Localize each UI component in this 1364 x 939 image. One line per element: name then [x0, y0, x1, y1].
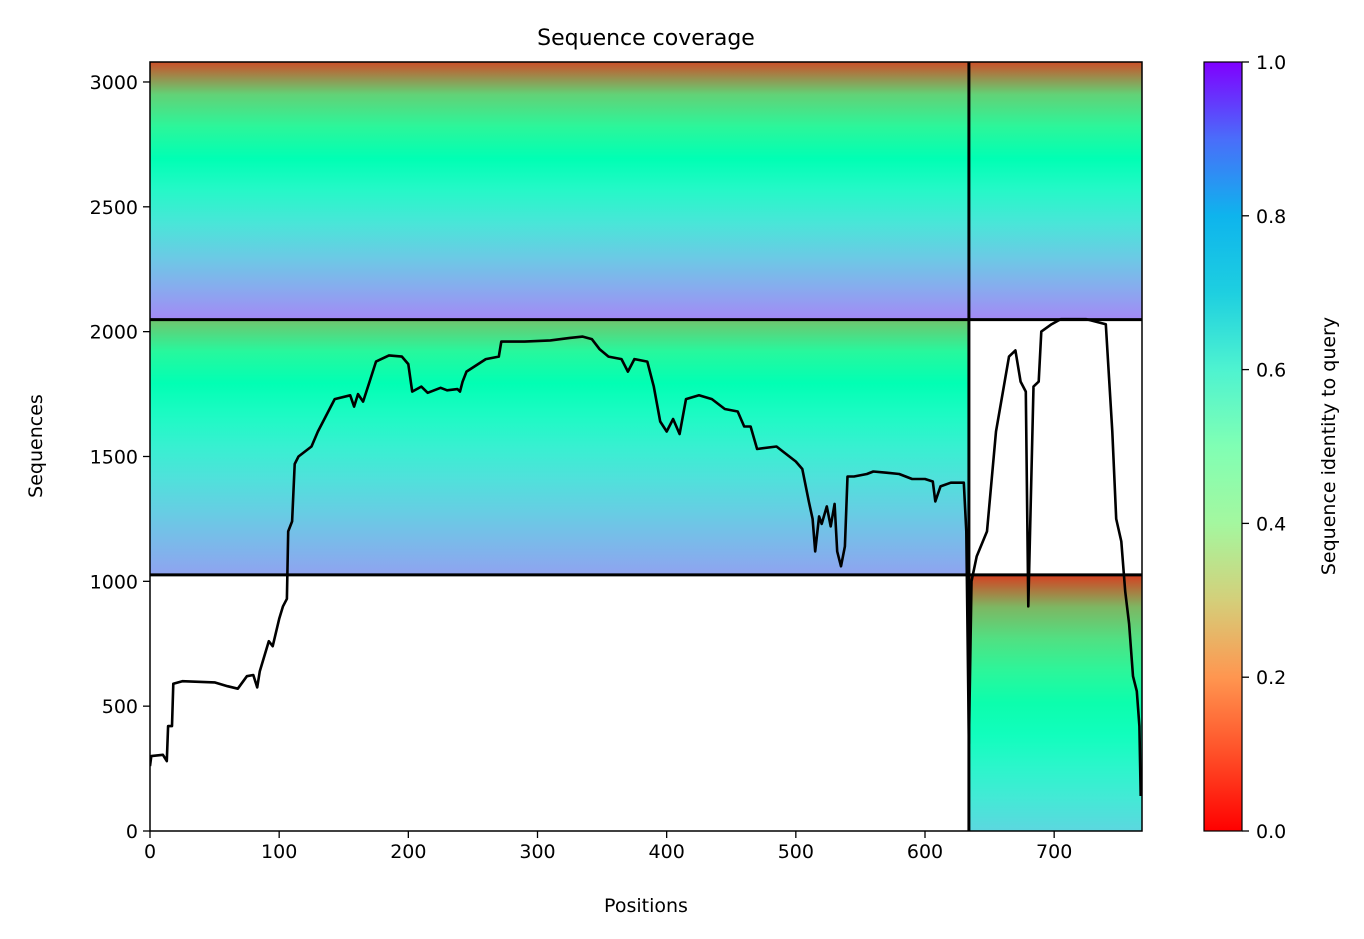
x-axis: 0 100 200 300 400 500 600 700 — [144, 831, 1072, 863]
block-group3-chainA — [150, 62, 969, 320]
coverage-line — [150, 317, 1142, 797]
y-tick-label: 0 — [126, 821, 138, 843]
x-tick-label: 500 — [778, 841, 814, 863]
x-tick-label: 600 — [907, 841, 943, 863]
y-axis-label: Sequences — [25, 394, 47, 498]
y-tick-label: 3000 — [90, 72, 138, 94]
block-group2-chainA — [150, 319, 969, 575]
y-axis: 0 500 1000 1500 2000 2500 3000 — [90, 72, 150, 843]
block-group1-chainB — [968, 574, 1142, 831]
x-tick-label: 0 — [144, 841, 156, 863]
chart-title: Sequence coverage — [537, 26, 755, 51]
coverage-blocks — [150, 62, 1142, 831]
colorbar-tick-label: 0.8 — [1256, 206, 1286, 228]
colorbar-tick-label: 0.2 — [1256, 667, 1286, 689]
colorbar-axis: 0.0 0.2 0.4 0.6 0.8 1.0 — [1242, 52, 1286, 843]
colorbar-tick-label: 0.4 — [1256, 513, 1286, 535]
x-tick-label: 700 — [1036, 841, 1072, 863]
y-tick-label: 2500 — [90, 197, 138, 219]
y-tick-label: 2000 — [90, 322, 138, 344]
colorbar-tick-label: 0.0 — [1256, 821, 1286, 843]
x-tick-label: 200 — [390, 841, 426, 863]
x-tick-label: 400 — [649, 841, 685, 863]
colorbar-tick-label: 0.6 — [1256, 360, 1286, 382]
x-axis-label: Positions — [604, 895, 688, 917]
plot-frame — [149, 61, 1143, 832]
coverage-line-layer — [150, 317, 1142, 797]
y-tick-label: 1000 — [90, 571, 138, 593]
y-tick-label: 500 — [102, 696, 138, 718]
y-tick-label: 1500 — [90, 446, 138, 468]
colorbar-tick-label: 1.0 — [1256, 52, 1286, 74]
x-tick-label: 300 — [519, 841, 555, 863]
block-group3-chainB — [968, 62, 1142, 320]
colorbar-label: Sequence identity to query — [1318, 317, 1340, 575]
x-tick-label: 100 — [261, 841, 297, 863]
colorbar — [1203, 61, 1243, 832]
